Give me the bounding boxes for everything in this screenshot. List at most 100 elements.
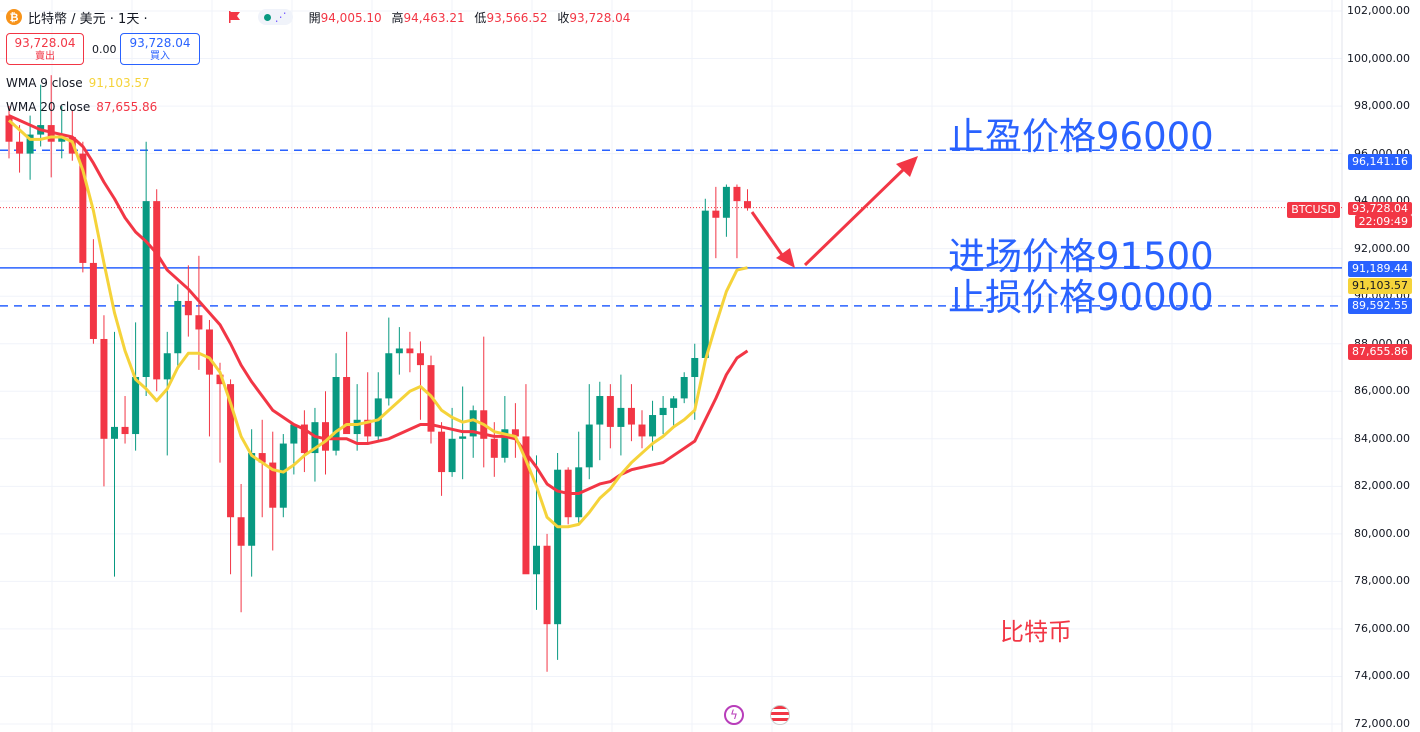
buy-price: 93,728.04 [129, 36, 191, 50]
arrow-up-head [896, 156, 918, 177]
candle-body [195, 315, 203, 330]
wma9-price-tag: 91,103.57 [1348, 278, 1412, 294]
candle-body [279, 443, 287, 508]
candle-body [258, 453, 266, 463]
tp-price-tag: 96,141.16 [1348, 154, 1412, 170]
candle-body [16, 141, 24, 154]
candle-body [216, 374, 224, 385]
candle-body [248, 453, 256, 546]
candle-body [596, 396, 604, 425]
countdown-tag: 22:09:49 [1354, 215, 1412, 228]
entry-price-tag: 91,189.44 [1348, 261, 1412, 277]
indicator-pill[interactable]: ⋰ [257, 9, 293, 25]
us-flag-event-icon[interactable] [770, 705, 790, 725]
sell-button[interactable]: 93,728.04 賣出 [6, 33, 84, 65]
candle-body [332, 377, 340, 451]
candle-body [184, 300, 192, 316]
flag-icon[interactable] [228, 11, 242, 23]
candle-body [670, 398, 678, 408]
candle-body [205, 329, 213, 375]
candle-body [385, 353, 393, 399]
candle-body [606, 396, 614, 427]
candle-body [364, 419, 372, 437]
y-tick-label: 78,000.00 [1354, 574, 1410, 588]
buy-label: 買入 [150, 51, 170, 62]
candle-body [490, 438, 498, 458]
buy-button[interactable]: 93,728.04 買入 [120, 33, 200, 65]
wma9-line [7, 119, 748, 529]
y-tick-label: 86,000.00 [1354, 384, 1410, 398]
candles [5, 75, 751, 672]
forecast-arrows [750, 156, 918, 268]
y-tick-label: 74,000.00 [1354, 669, 1410, 683]
candle-body [733, 186, 741, 202]
candle-body [269, 462, 277, 508]
candle-body [227, 384, 235, 518]
status-dot-icon [263, 13, 271, 21]
y-tick-label: 102,000.00 [1347, 4, 1410, 17]
y-tick-label: 82,000.00 [1354, 479, 1410, 493]
candle-body [438, 431, 446, 473]
candle-body [459, 436, 467, 439]
candle-body [374, 398, 382, 437]
symbol-header[interactable]: ₿ 比特幣 / 美元 · 1天 · ⋰ 開94,005.10 高94,463.2… [6, 6, 630, 28]
candle-body [533, 545, 540, 575]
stop-loss-annotation: 止损价格90000 [948, 276, 1214, 319]
candle-body [712, 210, 720, 218]
y-tick-label: 72,000.00 [1354, 717, 1410, 730]
candle-body [300, 424, 308, 454]
candle-body [722, 186, 730, 218]
candle-body [132, 377, 140, 435]
candle-body [511, 429, 519, 437]
sell-label: 賣出 [35, 51, 55, 62]
asset-annotation: 比特币 [1000, 618, 1072, 646]
candle-body [627, 407, 635, 425]
candle-body [322, 422, 329, 451]
symbol-title[interactable]: 比特幣 / 美元 · 1天 · [28, 11, 148, 27]
candle-body [617, 407, 625, 427]
sell-price: 93,728.04 [14, 36, 76, 50]
candle-body [89, 262, 97, 339]
candle-body [522, 436, 530, 575]
wma20-line [8, 114, 749, 495]
arrow-down-head [776, 248, 795, 268]
y-tick-label: 84,000.00 [1354, 431, 1410, 445]
candle-body [237, 517, 245, 546]
wma9-legend[interactable]: WMA 9 close 91,103.57 [6, 76, 150, 90]
arrow-down-line [750, 211, 789, 263]
candle-body [448, 438, 456, 473]
candle-body [100, 338, 108, 439]
y-tick-label: 80,000.00 [1354, 526, 1410, 540]
y-tick-label: 76,000.00 [1354, 621, 1410, 635]
candle-body [501, 429, 509, 458]
moving-averages [7, 114, 749, 529]
candle-body [416, 353, 424, 366]
symbol-tag: BTCUSD [1287, 202, 1340, 218]
candle-body [5, 115, 13, 142]
wma20-price-tag: 87,655.86 [1348, 344, 1412, 360]
spread-value: 0.00 [92, 43, 117, 56]
take-profit-annotation: 止盈价格96000 [948, 115, 1214, 158]
event-flash-icon[interactable]: ϟ [724, 705, 744, 725]
candle-body [290, 424, 298, 444]
bitcoin-icon: ₿ [6, 9, 22, 25]
candle-body [121, 426, 129, 435]
candle-body [701, 210, 709, 358]
wma20-legend[interactable]: WMA 20 close 87,655.86 [6, 100, 158, 114]
share-icon: ⋰ [274, 10, 287, 24]
candle-body [691, 357, 699, 378]
candle-body [649, 415, 657, 437]
y-tick-label: 98,000.00 [1354, 99, 1410, 113]
candle-body [744, 201, 751, 209]
candle-body [469, 410, 477, 437]
candle-body [353, 419, 361, 435]
y-tick-label: 100,000.00 [1347, 51, 1410, 65]
candle-body [111, 426, 118, 439]
y-tick-label: 92,000.00 [1354, 241, 1410, 255]
candle-body [585, 424, 593, 468]
candle-body [26, 134, 34, 154]
ohlc-readout: 開94,005.10 高94,463.21 低93,566.52 收93,728… [308, 10, 631, 25]
candle-body [79, 153, 87, 263]
candle-body [659, 407, 667, 416]
